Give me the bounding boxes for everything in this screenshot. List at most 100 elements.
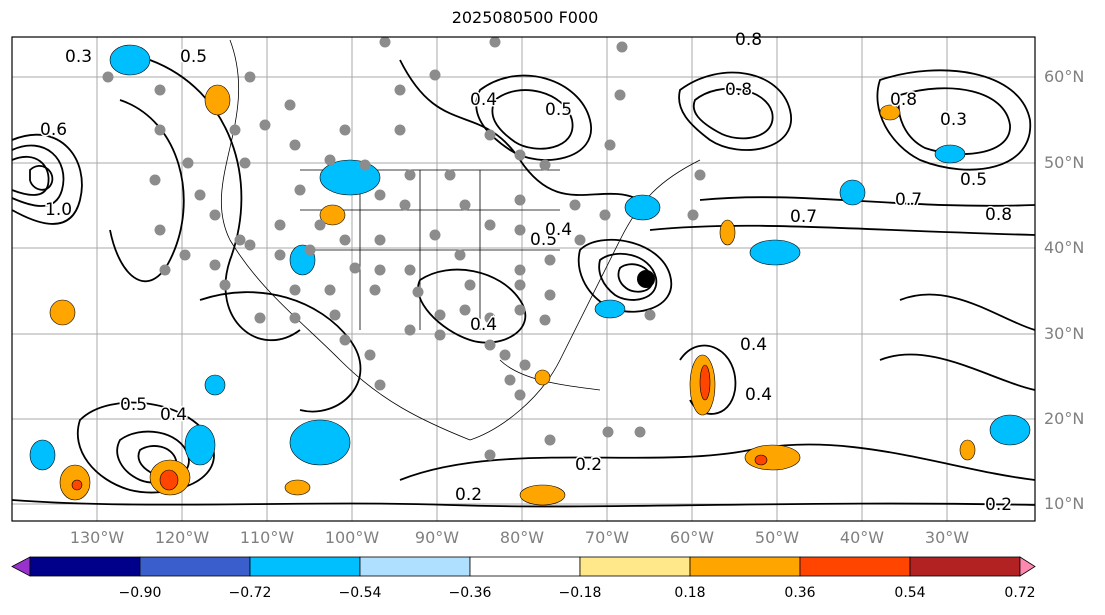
contour-line [897,87,1011,155]
longitude-label: 130°W [69,528,125,547]
contour-line [649,224,1036,236]
contour-label: 1.0 [45,200,72,220]
contour-label: 0.8 [890,90,917,110]
station-dot [499,349,511,361]
shaded-patch [749,239,801,266]
longitude-label: 90°W [414,528,460,547]
station-dot [254,312,266,324]
contour-line [876,69,1031,171]
station-dot [464,279,476,291]
station-dot [504,374,516,386]
station-dot [219,279,231,291]
station-dot [514,279,526,291]
colorbar [11,556,1036,577]
shaded-patch [594,299,626,319]
longitude-label: 40°W [839,528,885,547]
colorbar-segment [139,556,251,577]
station-dot [194,189,206,201]
contour-label: 0.7 [790,207,817,227]
station-dot [394,84,406,96]
colorbar-segment [799,556,911,577]
contour-line [577,238,673,313]
contour-line [598,252,658,301]
station-dot [329,309,341,321]
contour-line [11,155,50,196]
contour-line [491,89,574,150]
shaded-patch [109,44,151,76]
contour-label: 0.3 [65,47,92,67]
station-dot [364,349,376,361]
station-dot [459,199,471,211]
colorbar-segment [469,556,581,577]
contour-line [399,443,1036,481]
station-dot [514,264,526,276]
contour-label: 0.8 [985,205,1012,225]
colorbar-segment [29,556,141,577]
colorbar-segment [249,556,361,577]
station-dot [484,219,496,231]
shaded-patch [934,144,966,164]
station-markers [102,36,706,461]
station-dot [544,254,556,266]
station-dot [274,249,286,261]
station-dot [454,249,466,261]
station-dot [289,312,301,324]
station-dot [569,199,581,211]
latitude-label: 50°N [1044,153,1085,172]
station-dot [314,219,326,231]
station-dot [359,159,371,171]
contour-line [11,144,65,207]
contour-line [617,263,653,293]
shaded-patch [989,414,1031,446]
station-dot [374,379,386,391]
station-dot [284,99,296,111]
shaded-patch [879,104,901,121]
station-dot [519,359,531,371]
shaded-patch [744,444,801,471]
station-dot [159,264,171,276]
contour-label: 0.5 [530,230,557,250]
station-dot [514,149,526,161]
station-dot [179,249,191,261]
station-dot [539,159,551,171]
contour-lines [11,39,1036,508]
station-dot [379,36,391,48]
contour-label: 0.4 [470,90,497,110]
graticule [12,37,1035,521]
station-dot [694,169,706,181]
station-dot [602,426,614,438]
station-dot [484,312,496,324]
station-dot [404,169,416,181]
contour-line [692,87,774,140]
station-dot [374,234,386,246]
contour-label: 0.5 [120,395,147,415]
station-dot [599,209,611,221]
station-dot [209,259,221,271]
station-dot [209,209,221,221]
boundary-line [300,169,560,330]
station-dot [514,304,526,316]
shaded-patch [699,364,711,401]
colorbar-tick-label: 0.72 [1004,585,1036,601]
station-dot [514,389,526,401]
station-dot [289,284,301,296]
shaded-patch [29,439,56,471]
contour-label: 0.4 [160,405,187,425]
station-dot [182,157,194,169]
colorbar-tick-label: 0.36 [784,585,816,601]
longitude-label: 60°W [669,528,715,547]
colorbar-tick-label: 0.54 [894,585,926,601]
station-dot [484,449,496,461]
colorbar-extend-min [11,556,31,577]
shaded-patch [624,194,661,221]
station-dot [289,139,301,151]
contour-line [11,133,83,225]
contour-label: 0.4 [740,335,767,355]
longitude-label: 110°W [239,528,295,547]
station-dot [349,262,361,274]
contour-line [29,165,54,191]
contour-label: 0.6 [40,120,67,140]
contour-label: 0.2 [575,455,602,475]
station-dot [339,334,351,346]
station-dot [514,224,526,236]
